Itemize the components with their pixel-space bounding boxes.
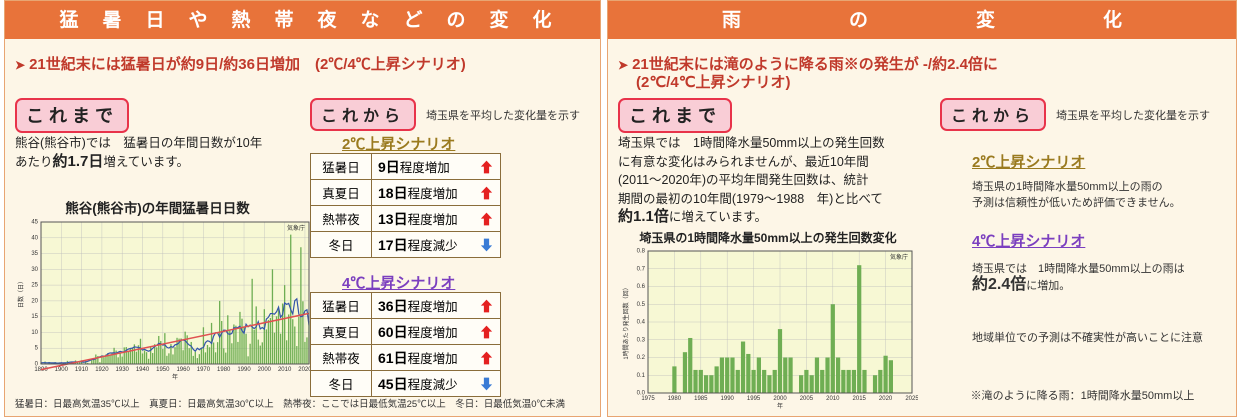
svg-text:1990: 1990 xyxy=(237,367,251,373)
svg-text:2010: 2010 xyxy=(826,396,840,402)
svg-text:0.2: 0.2 xyxy=(637,355,646,361)
svg-text:0.4: 0.4 xyxy=(637,320,646,326)
svg-text:1910: 1910 xyxy=(75,367,89,373)
svg-text:1980: 1980 xyxy=(217,367,231,373)
svg-text:1920: 1920 xyxy=(95,367,109,373)
svg-text:35: 35 xyxy=(31,251,38,257)
svg-text:日数（日）: 日数（日） xyxy=(17,278,25,308)
svg-text:2015: 2015 xyxy=(853,396,867,402)
svg-text:1975: 1975 xyxy=(641,396,655,402)
svg-text:2000: 2000 xyxy=(773,396,787,402)
svg-text:1900: 1900 xyxy=(55,367,69,373)
svg-text:1985: 1985 xyxy=(694,396,708,402)
svg-text:15: 15 xyxy=(31,314,38,320)
svg-text:1970: 1970 xyxy=(197,367,211,373)
svg-text:10: 10 xyxy=(31,330,38,336)
svg-text:1950: 1950 xyxy=(156,367,170,373)
svg-text:2020: 2020 xyxy=(879,396,893,402)
svg-text:年: 年 xyxy=(777,402,783,410)
svg-text:1995: 1995 xyxy=(747,396,761,402)
svg-text:40: 40 xyxy=(31,235,38,241)
svg-text:0.7: 0.7 xyxy=(637,266,646,272)
svg-text:0.3: 0.3 xyxy=(637,337,646,343)
svg-text:1960: 1960 xyxy=(176,367,190,373)
svg-text:45: 45 xyxy=(31,220,38,226)
svg-text:0.6: 0.6 xyxy=(637,284,646,290)
svg-text:気象庁: 気象庁 xyxy=(890,253,908,261)
svg-text:0.8: 0.8 xyxy=(637,249,646,255)
svg-text:20: 20 xyxy=(31,298,38,304)
svg-text:気象庁: 気象庁 xyxy=(287,224,305,232)
svg-text:0.1: 0.1 xyxy=(637,373,646,379)
svg-text:1940: 1940 xyxy=(136,367,150,373)
svg-text:0.5: 0.5 xyxy=(637,302,646,308)
svg-text:2000: 2000 xyxy=(258,367,272,373)
svg-text:2025: 2025 xyxy=(905,396,918,402)
svg-text:5: 5 xyxy=(35,346,39,352)
svg-text:25: 25 xyxy=(31,283,38,289)
svg-text:1990: 1990 xyxy=(721,396,735,402)
svg-text:1時間あたり発生回数（回）: 1時間あたり発生回数（回） xyxy=(622,284,630,359)
svg-text:2005: 2005 xyxy=(800,396,814,402)
svg-text:1930: 1930 xyxy=(116,367,130,373)
svg-text:30: 30 xyxy=(31,267,38,273)
svg-text:2010: 2010 xyxy=(278,367,292,373)
svg-text:年: 年 xyxy=(172,373,178,381)
svg-text:1980: 1980 xyxy=(668,396,682,402)
